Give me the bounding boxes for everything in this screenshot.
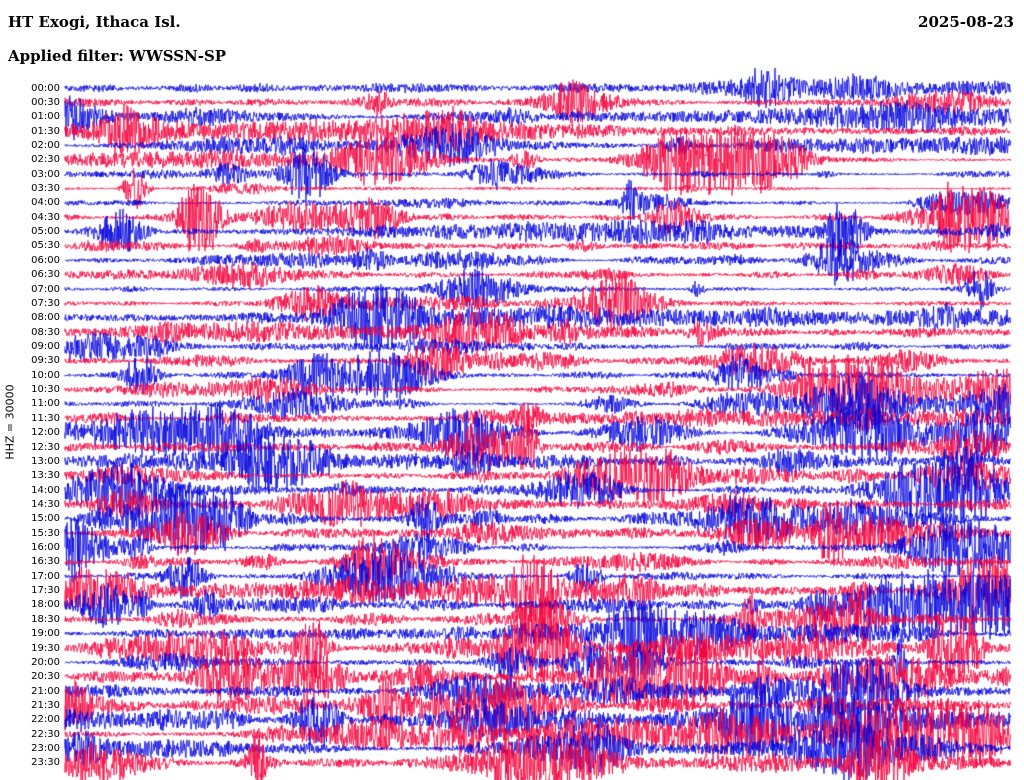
time-label: 01:00 [31, 111, 60, 123]
time-label: 17:30 [31, 585, 60, 597]
time-label: 15:30 [31, 527, 60, 539]
time-label: 12:00 [31, 427, 60, 439]
time-label: 05:30 [31, 240, 60, 252]
time-label: 14:00 [31, 484, 60, 496]
date-label: 2025-08-23 [918, 13, 1014, 31]
time-label: 21:30 [31, 699, 60, 711]
time-label: 20:00 [31, 656, 60, 668]
time-label: 18:30 [31, 613, 60, 625]
time-label: 22:00 [31, 714, 60, 726]
time-label: 18:00 [31, 599, 60, 611]
filter-label: Applied filter: WWSSN-SP [8, 47, 227, 65]
time-label: 23:00 [31, 743, 60, 755]
time-label: 04:00 [31, 197, 60, 209]
time-label: 04:30 [31, 211, 60, 223]
time-label: 13:00 [31, 455, 60, 467]
time-label: 21:00 [31, 685, 60, 697]
time-label: 14:30 [31, 498, 60, 510]
time-label: 00:00 [31, 82, 60, 94]
time-label: 23:30 [31, 757, 60, 769]
time-label: 22:30 [31, 728, 60, 740]
time-label: 10:30 [31, 384, 60, 396]
station-title: HT Exogi, Ithaca Isl. [8, 13, 181, 31]
time-axis: 00:00 00:30 01:00 01:30 02:00 02:30 03:00 03:30… [0, 0, 64, 780]
time-label: 02:30 [31, 154, 60, 166]
time-label: 16:00 [31, 542, 60, 554]
time-label: 11:00 [31, 398, 60, 410]
time-label: 06:30 [31, 269, 60, 281]
time-label: 06:00 [31, 254, 60, 266]
time-label: 07:00 [31, 283, 60, 295]
time-label: 15:00 [31, 513, 60, 525]
time-label: 09:00 [31, 340, 60, 352]
time-label: 03:00 [31, 168, 60, 180]
time-label: 07:30 [31, 297, 60, 309]
time-label: 16:30 [31, 556, 60, 568]
time-label: 10:00 [31, 369, 60, 381]
time-label: 09:30 [31, 355, 60, 367]
time-label: 01:30 [31, 125, 60, 137]
time-label: 08:00 [31, 312, 60, 324]
time-label: 05:00 [31, 226, 60, 238]
time-label: 12:30 [31, 441, 60, 453]
time-label: 20:30 [31, 671, 60, 683]
time-label: 17:00 [31, 570, 60, 582]
time-label: 19:00 [31, 628, 60, 640]
time-label: 03:30 [31, 183, 60, 195]
time-label: 19:30 [31, 642, 60, 654]
time-label: 11:30 [31, 412, 60, 424]
time-label: 02:00 [31, 139, 60, 151]
time-label: 00:30 [31, 96, 60, 108]
time-label: 08:30 [31, 326, 60, 338]
time-label: 13:30 [31, 470, 60, 482]
